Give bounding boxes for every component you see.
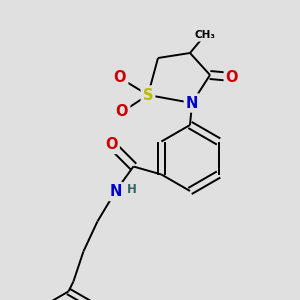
Text: O: O <box>105 137 118 152</box>
Text: O: O <box>114 70 126 86</box>
Text: S: S <box>143 88 153 103</box>
Text: N: N <box>109 184 122 199</box>
Text: H: H <box>127 183 136 196</box>
Text: O: O <box>116 104 128 119</box>
Text: O: O <box>226 70 238 85</box>
Text: N: N <box>186 95 198 110</box>
Text: CH₃: CH₃ <box>194 30 215 40</box>
